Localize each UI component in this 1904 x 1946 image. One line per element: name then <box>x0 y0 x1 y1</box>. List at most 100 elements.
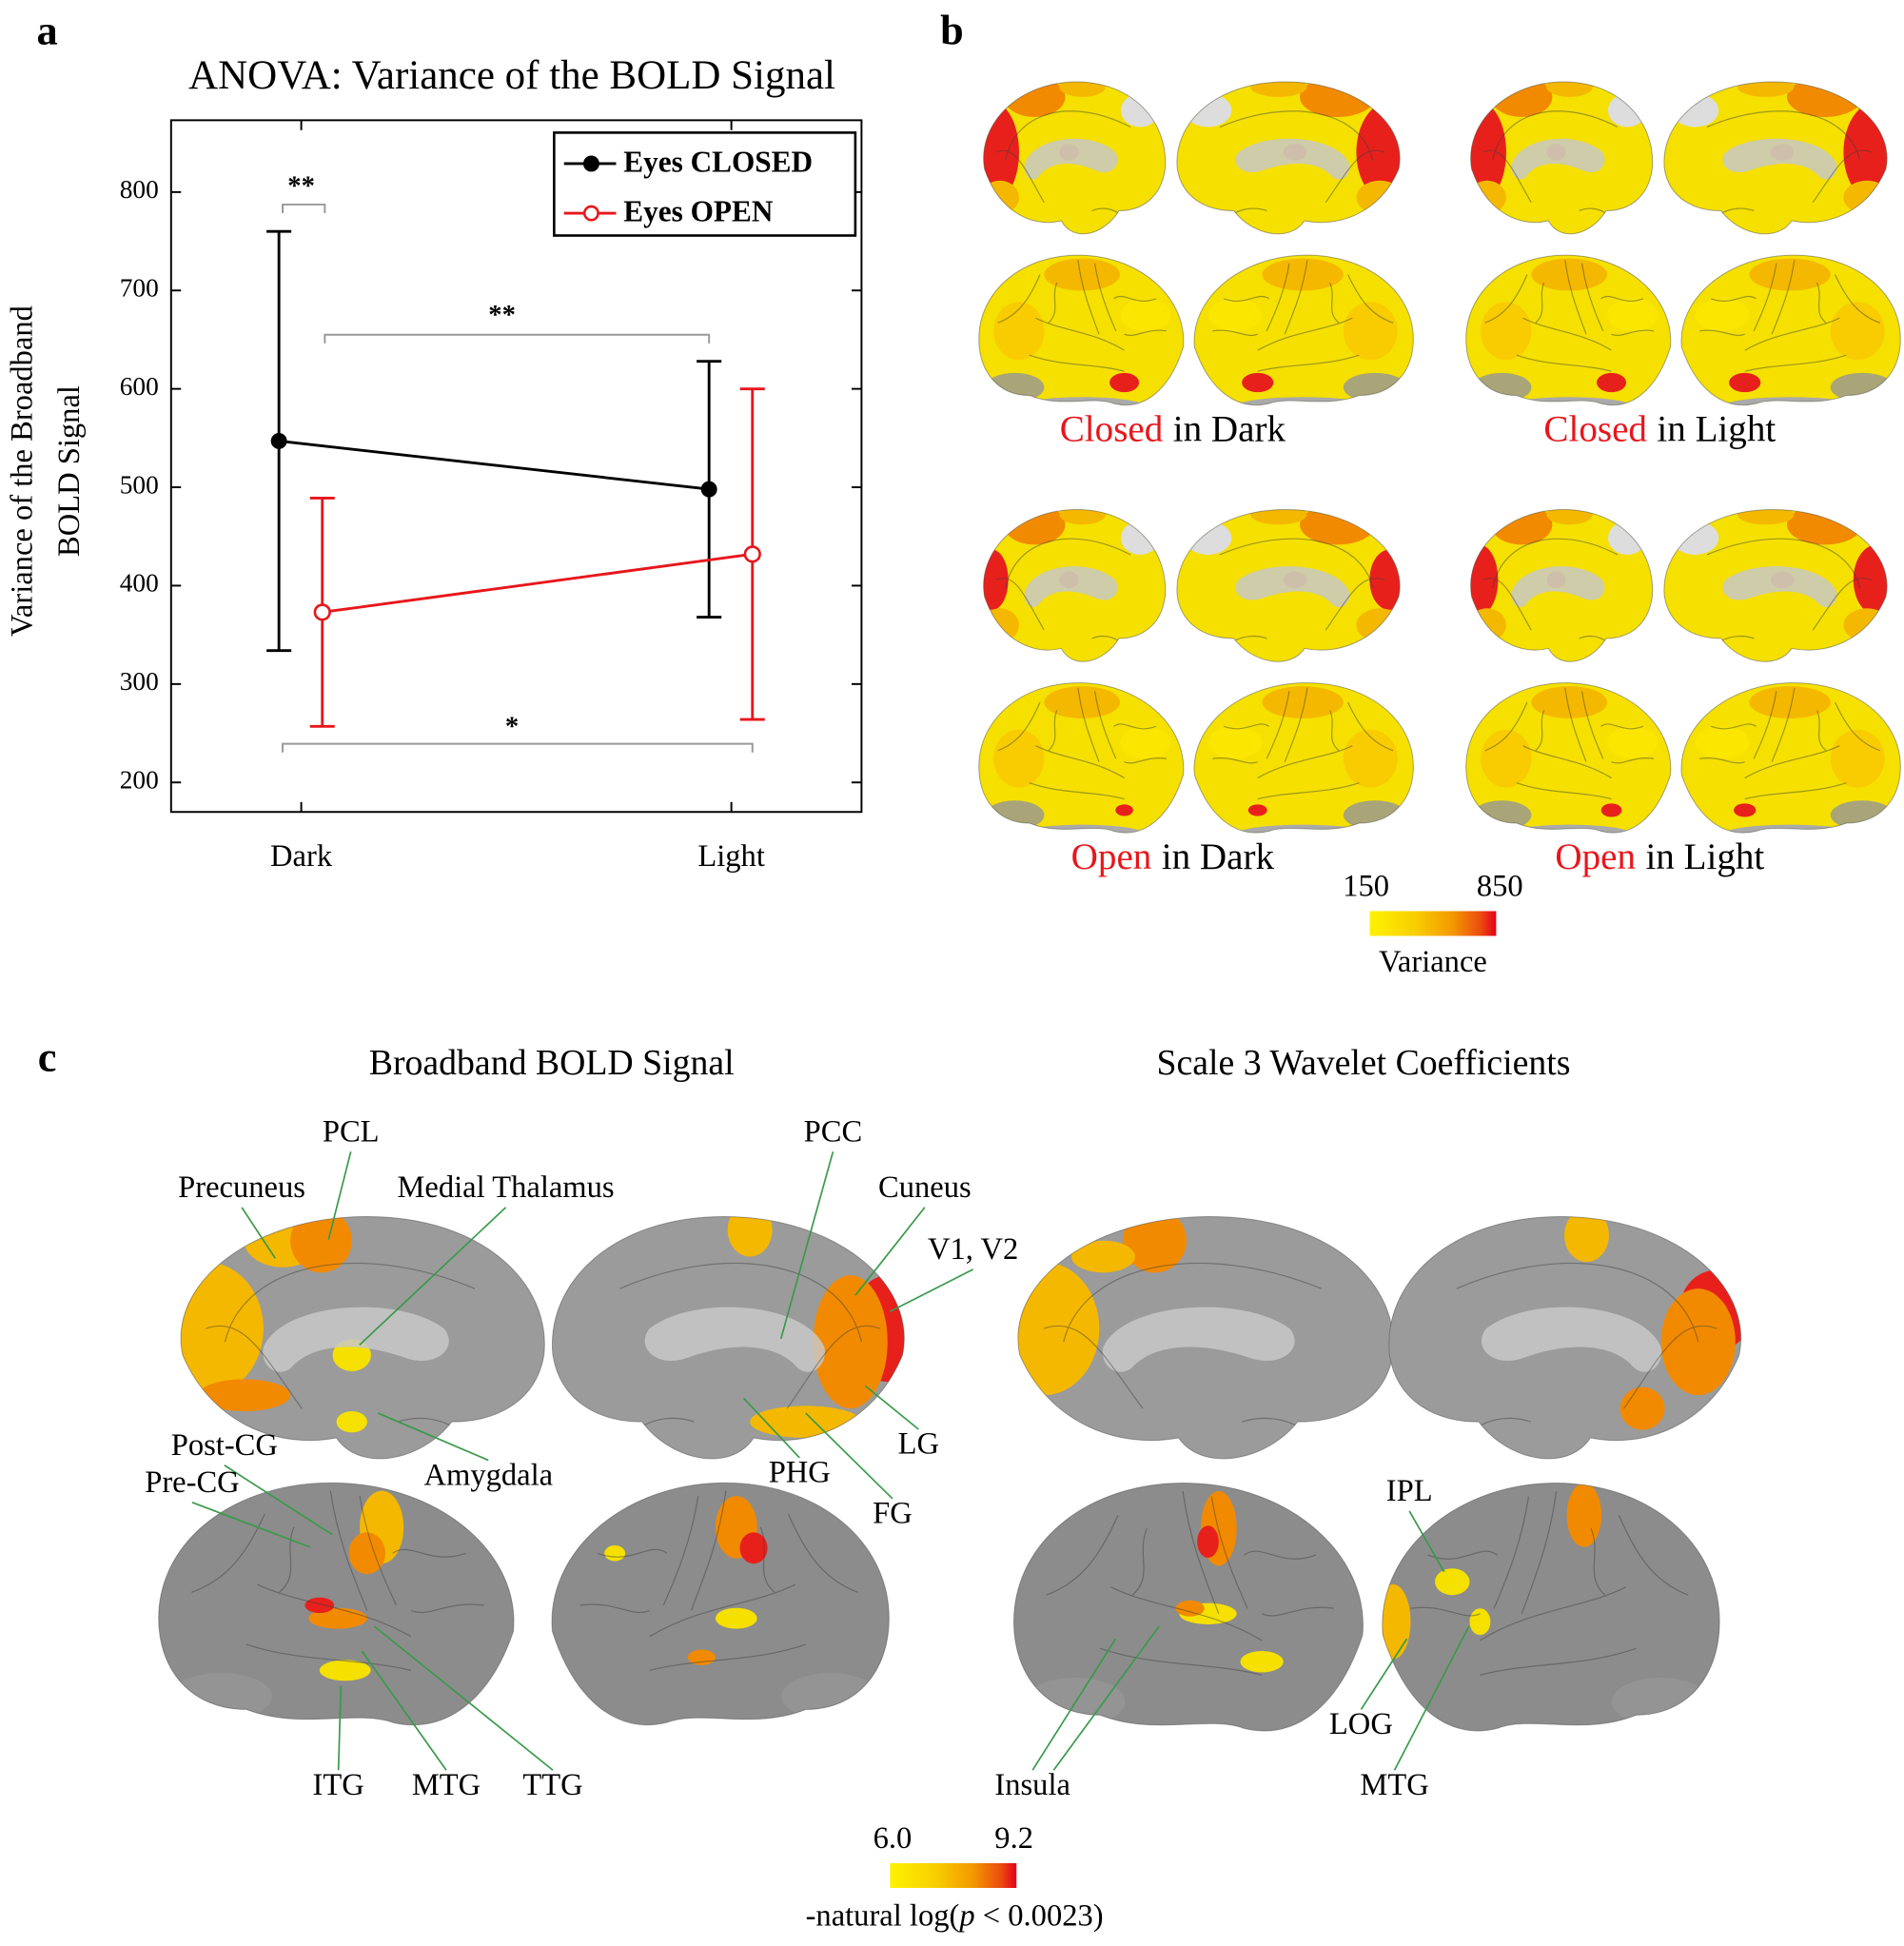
activation <box>1003 82 1066 117</box>
region-label: PCL <box>323 1114 380 1149</box>
brain <box>148 1209 545 1459</box>
activation <box>1343 302 1398 361</box>
caption-highlight: Open <box>1555 836 1636 877</box>
sulcus <box>1485 688 1654 799</box>
brain-outline <box>1681 683 1900 833</box>
activation <box>181 1262 264 1396</box>
brain <box>159 1483 514 1724</box>
brain-outline <box>1466 255 1671 404</box>
brain-surface <box>1382 1483 1720 1731</box>
activation <box>1071 1240 1135 1273</box>
activation <box>1737 509 1795 525</box>
brain-outline <box>979 683 1184 833</box>
colorbar <box>890 1862 1017 1888</box>
leader-line <box>191 1502 311 1548</box>
activation <box>1369 549 1401 610</box>
activation <box>1207 298 1263 331</box>
activation <box>1184 521 1232 555</box>
activation <box>1830 729 1885 788</box>
activation <box>1531 258 1608 291</box>
series-line <box>278 440 710 491</box>
activation <box>715 1607 757 1629</box>
brain <box>1376 1484 1719 1731</box>
corpus-callosum <box>1024 566 1118 607</box>
brain <box>1664 77 1904 234</box>
label-part: -natural log( <box>806 1899 960 1934</box>
y-tick-label: 500 <box>120 470 159 499</box>
brain-surface <box>978 682 1184 834</box>
panel-title: Broadband BOLD Signal <box>369 1043 735 1083</box>
region-label: LG <box>898 1427 939 1462</box>
brain-surface <box>552 1483 890 1725</box>
activation <box>1115 804 1133 816</box>
legend-marker <box>582 155 599 172</box>
activation <box>1619 1386 1665 1430</box>
activation <box>1207 726 1263 759</box>
leader-line <box>359 1207 507 1346</box>
brain-outline <box>1471 82 1653 234</box>
marker <box>313 603 331 621</box>
map-caption: Open in Light <box>1555 836 1764 877</box>
region-label: Precuneus <box>178 1170 305 1205</box>
activation <box>813 1275 888 1409</box>
brain-surface <box>1465 682 1671 834</box>
leader-line <box>779 1150 834 1340</box>
sulcus <box>1212 688 1393 799</box>
activation <box>1695 298 1750 331</box>
leader-line <box>1031 1638 1117 1771</box>
corpus-callosum <box>1722 566 1837 607</box>
activation <box>1490 82 1553 117</box>
corpus-callosum <box>1235 566 1350 607</box>
y-tick-label: 300 <box>120 667 159 696</box>
brain-outline <box>1194 255 1413 404</box>
activation <box>1729 372 1761 393</box>
brain <box>965 77 1165 234</box>
activation <box>1481 729 1532 788</box>
region-label: Post-CG <box>171 1428 278 1463</box>
activation <box>1300 82 1376 117</box>
brain-patches <box>1472 686 1658 834</box>
activation <box>290 1216 352 1273</box>
corpus-callosum <box>1235 138 1350 180</box>
region-label: PCC <box>804 1114 863 1149</box>
corpus-callosum <box>263 1307 449 1372</box>
activation <box>1242 372 1274 393</box>
marker <box>270 432 287 449</box>
caption-rest: in Light <box>1645 836 1764 877</box>
activation <box>1734 803 1757 817</box>
region-label: IPL <box>1386 1474 1433 1508</box>
activation <box>1671 521 1719 555</box>
sulcus <box>1485 260 1654 371</box>
brain <box>979 255 1184 416</box>
activation <box>1749 258 1831 291</box>
colorbar <box>1369 911 1497 936</box>
corpus-callosum <box>1511 138 1605 180</box>
brain-outline <box>552 1217 904 1459</box>
leader-line <box>1360 1638 1408 1710</box>
colorbar-min: 150 <box>1343 869 1389 903</box>
brain-surface <box>1681 682 1901 834</box>
brain-outline <box>1177 82 1400 234</box>
activation <box>1059 509 1106 525</box>
leader-line <box>241 1207 276 1259</box>
colorbar-label: Variance <box>1379 945 1487 979</box>
significance-bracket <box>324 333 711 344</box>
activation <box>1607 298 1659 331</box>
legend-label: Eyes CLOSED <box>623 145 813 178</box>
region-label: Amygdala <box>424 1458 554 1492</box>
brain-patches <box>985 686 1170 834</box>
activation <box>1003 509 1066 545</box>
chart-title: ANOVA: Variance of the BOLD Signal <box>188 53 835 98</box>
y-tick-label: 800 <box>120 175 159 204</box>
brain <box>976 504 1166 661</box>
activation <box>1853 544 1888 616</box>
activation <box>198 1379 291 1411</box>
panel-letter: b <box>940 8 964 54</box>
brain-surface <box>158 1483 514 1725</box>
activation <box>1470 102 1506 203</box>
brain-outline <box>552 1483 889 1724</box>
map-caption: Open in Dark <box>1071 836 1275 877</box>
activation <box>983 549 1009 610</box>
marker <box>700 481 717 498</box>
